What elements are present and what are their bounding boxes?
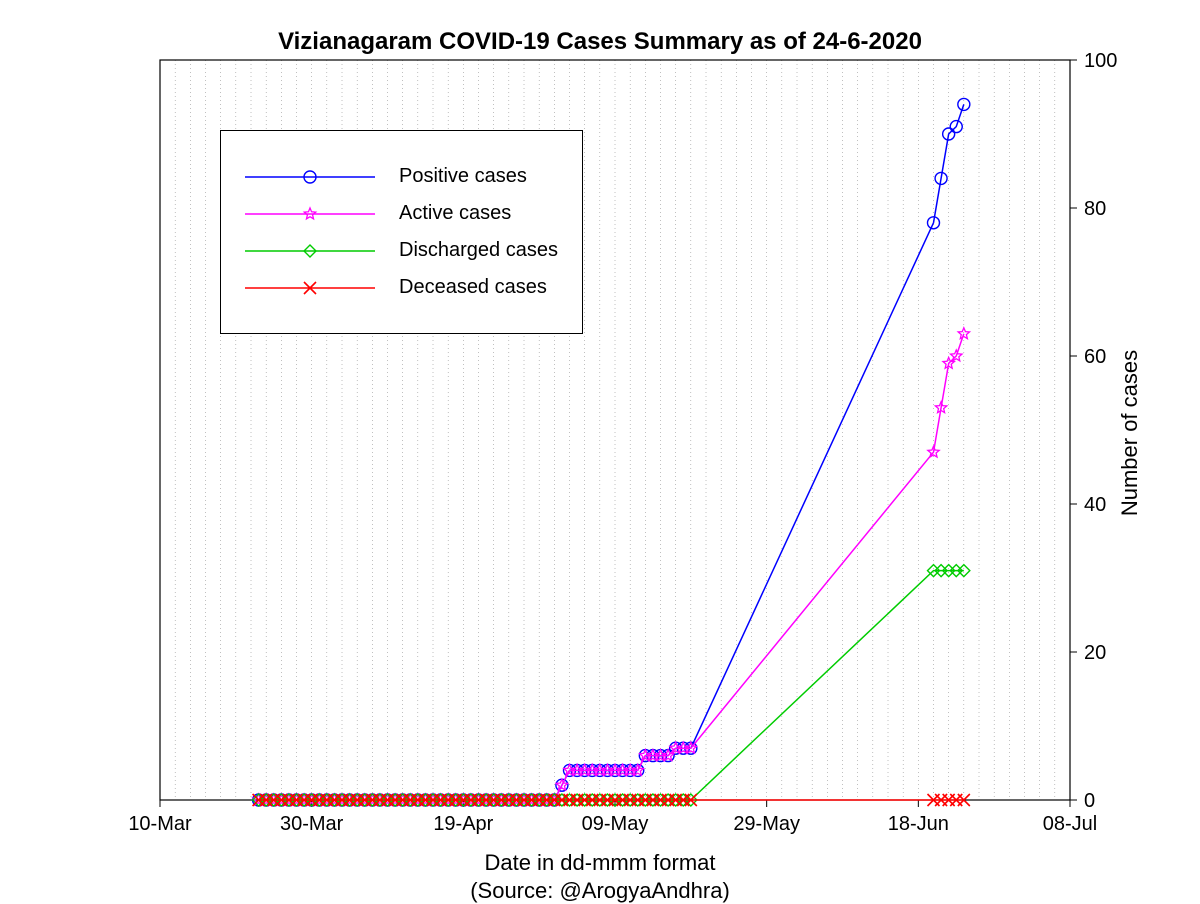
svg-text:19-Apr: 19-Apr [433,813,493,835]
chart-container: Vizianagaram COVID-19 Cases Summary as o… [0,0,1200,900]
svg-text:60: 60 [1084,346,1106,368]
legend-label: Discharged cases [399,239,558,262]
legend-label: Positive cases [399,165,527,188]
y-axis-label: Number of cases [1117,333,1143,533]
svg-text:30-Mar: 30-Mar [280,813,344,835]
legend-label: Deceased cases [399,276,547,299]
chart-plot: 10-Mar 30-Mar 19-Apr 09-May 29-May 18-Jun 08-J… [0,0,1200,900]
svg-text:18-Jun: 18-Jun [888,813,949,835]
svg-text:10-Mar: 10-Mar [128,813,192,835]
legend-item: Discharged cases [245,239,558,262]
legend-label: Active cases [399,202,511,225]
legend-swatch [245,241,375,261]
svg-text:0: 0 [1084,790,1095,812]
x-axis-label-1: Date in dd-mmm format [0,850,1200,876]
svg-text:08-Jul: 08-Jul [1043,813,1097,835]
svg-text:40: 40 [1084,494,1106,516]
svg-text:29-May: 29-May [733,813,800,835]
legend-swatch [245,204,375,224]
svg-text:80: 80 [1084,198,1106,220]
x-axis-label-2: (Source: @ArogyaAndhra) [0,878,1200,904]
svg-text:100: 100 [1084,50,1117,72]
legend-swatch [245,167,375,187]
svg-text:09-May: 09-May [582,813,649,835]
legend-item: Deceased cases [245,276,558,299]
legend-swatch [245,278,375,298]
legend-item: Positive cases [245,165,558,188]
svg-text:20: 20 [1084,642,1106,664]
legend-item: Active cases [245,202,558,225]
legend: Positive cases Active cases Discharged cas… [220,130,583,334]
